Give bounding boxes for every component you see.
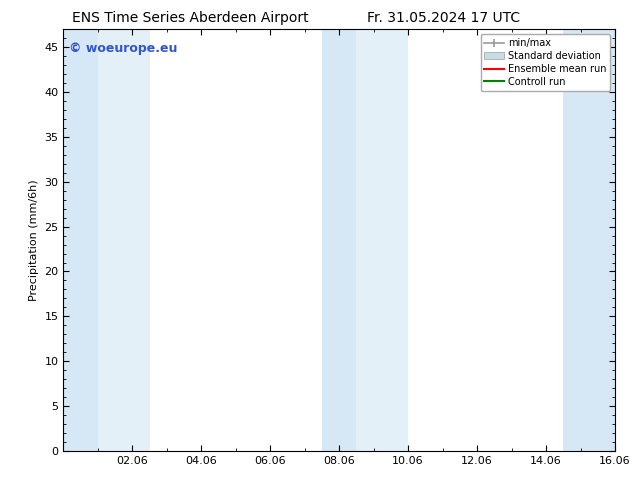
Bar <box>356 29 408 451</box>
Y-axis label: Precipitation (mm/6h): Precipitation (mm/6h) <box>29 179 39 301</box>
Legend: min/max, Standard deviation, Ensemble mean run, Controll run: min/max, Standard deviation, Ensemble me… <box>481 34 610 91</box>
Text: Fr. 31.05.2024 17 UTC: Fr. 31.05.2024 17 UTC <box>367 11 521 25</box>
Bar <box>63 29 98 451</box>
Bar <box>563 29 615 451</box>
Bar <box>322 29 356 451</box>
Text: © woeurope.eu: © woeurope.eu <box>69 42 178 55</box>
Bar <box>98 29 150 451</box>
Text: ENS Time Series Aberdeen Airport: ENS Time Series Aberdeen Airport <box>72 11 309 25</box>
